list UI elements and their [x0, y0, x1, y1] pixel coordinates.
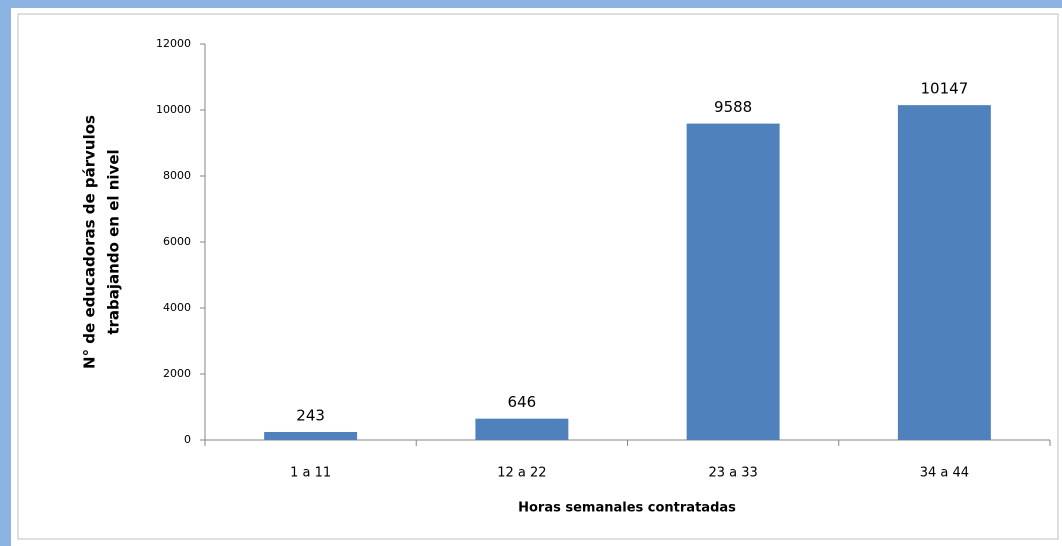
- bar: [897, 105, 991, 441]
- x-tick-label: 23 a 33: [708, 466, 757, 481]
- y-tick-label: 2000: [163, 367, 191, 380]
- y-tick-label: 4000: [163, 301, 191, 314]
- y-tick-label: 8000: [163, 169, 191, 182]
- x-tick-label: 12 a 22: [497, 466, 546, 481]
- y-tick-label: 10000: [156, 103, 191, 116]
- value-label: 9588: [714, 98, 752, 116]
- value-label: 243: [296, 406, 325, 424]
- y-tick-label: 0: [184, 433, 191, 446]
- chart-border: [17, 13, 1059, 540]
- bar: [686, 123, 780, 440]
- value-label: 10147: [921, 80, 969, 98]
- bar: [264, 431, 358, 440]
- value-label: 646: [508, 393, 537, 411]
- x-tick-label: 34 a 44: [920, 466, 969, 481]
- y-axis-label: N° de educadoras de párvulos trabajando …: [81, 115, 123, 369]
- bar: [475, 418, 569, 440]
- y-axis-label-line: N° de educadoras de párvulos: [81, 115, 99, 369]
- y-tick-label: 12000: [156, 37, 191, 50]
- y-tick-label: 6000: [163, 235, 191, 248]
- chart-background: [11, 8, 1062, 546]
- x-tick-label: 1 a 11: [290, 466, 331, 481]
- y-axis-label-line: trabajando en el nivel: [105, 149, 123, 334]
- x-axis-label: Horas semanales contratadas: [518, 501, 736, 516]
